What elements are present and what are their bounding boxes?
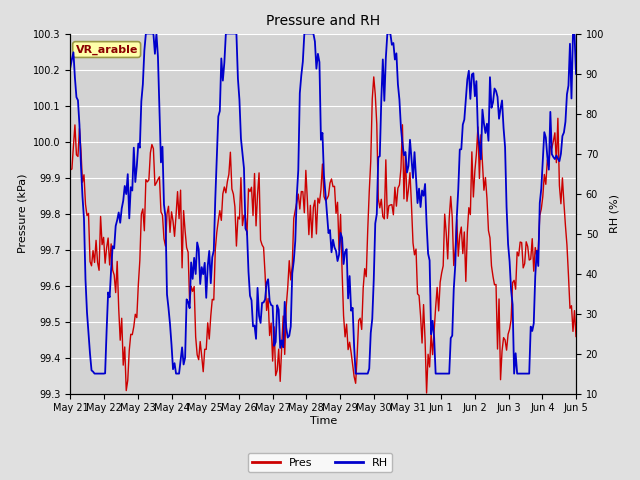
Legend: Pres, RH: Pres, RH: [248, 453, 392, 472]
Y-axis label: RH (%): RH (%): [610, 194, 620, 233]
Y-axis label: Pressure (kPa): Pressure (kPa): [17, 174, 28, 253]
Title: Pressure and RH: Pressure and RH: [266, 14, 380, 28]
Text: VR_arable: VR_arable: [76, 44, 138, 55]
X-axis label: Time: Time: [310, 416, 337, 426]
